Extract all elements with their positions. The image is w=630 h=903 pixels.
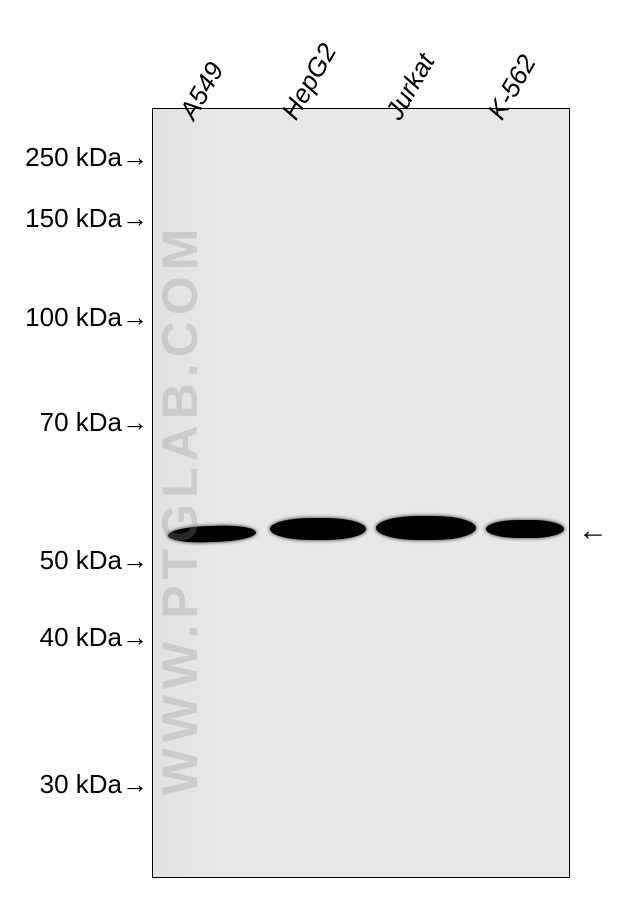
marker-label: 100 kDa→ [25,302,148,333]
arrow-right-icon: → [122,407,148,437]
arrow-right-icon: → [122,203,148,233]
marker-label: 40 kDa→ [40,622,148,653]
protein-band [486,520,564,538]
arrow-left-icon: ← [578,514,608,548]
marker-label-text: 150 kDa [25,203,122,233]
marker-label: 70 kDa→ [40,407,148,438]
arrow-right-icon: → [122,622,148,652]
marker-label-text: 250 kDa [25,142,122,172]
protein-band [376,516,476,540]
arrow-right-icon: → [122,302,148,332]
protein-band [270,518,366,540]
marker-label-text: 40 kDa [40,622,122,652]
arrow-right-icon: → [122,545,148,575]
marker-label-text: 100 kDa [25,302,122,332]
marker-label-text: 70 kDa [40,407,122,437]
marker-label: 30 kDa→ [40,769,148,800]
figure-container: A549HepG2JurkatK-562 250 kDa→150 kDa→100… [0,0,630,903]
marker-label-text: 30 kDa [40,769,122,799]
marker-label: 50 kDa→ [40,545,148,576]
arrow-right-icon: → [122,142,148,172]
arrow-right-icon: → [122,769,148,799]
marker-label: 150 kDa→ [25,203,148,234]
marker-label: 250 kDa→ [25,142,148,173]
watermark: WWW.PTGLAB.COM [151,139,209,879]
marker-label-text: 50 kDa [40,545,122,575]
blot-membrane [152,108,570,878]
